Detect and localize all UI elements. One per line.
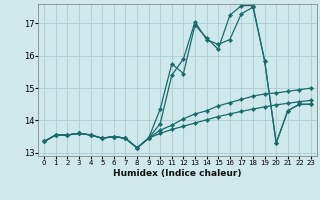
X-axis label: Humidex (Indice chaleur): Humidex (Indice chaleur) [113, 169, 242, 178]
